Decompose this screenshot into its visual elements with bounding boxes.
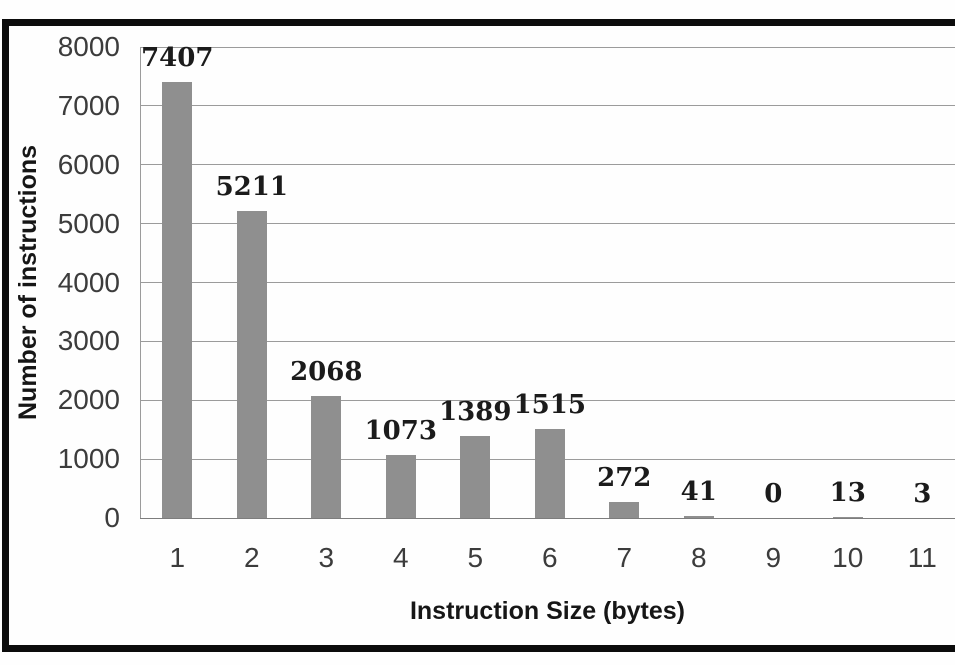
y-axis-line [140, 47, 141, 518]
bar-value-label: 3 [913, 478, 932, 509]
y-axis-tick-label: 7000 [57, 89, 120, 121]
x-axis-tick-label: 3 [318, 542, 335, 573]
bar-value-label: 2068 [290, 357, 363, 388]
x-axis-tick-label: 6 [541, 542, 558, 573]
gridline [140, 46, 955, 48]
bar [236, 211, 267, 518]
x-axis-tick-label: 2 [243, 542, 260, 573]
bar-value-label: 7407 [141, 42, 214, 73]
y-axis-tick-label: 6000 [57, 148, 120, 180]
y-axis-tick-label: 4000 [57, 266, 120, 298]
bar [609, 501, 640, 518]
bar [162, 81, 193, 518]
x-axis-title: Instruction Size (bytes) [409, 597, 686, 625]
bar [832, 517, 863, 518]
bar-value-label: 13 [829, 478, 866, 509]
y-axis-tick-label: 1000 [57, 443, 120, 475]
gridline [140, 105, 955, 107]
gridline [140, 282, 955, 283]
x-axis-tick-label: 1 [169, 542, 186, 573]
gridline [140, 399, 955, 401]
gridline [140, 223, 955, 225]
y-axis-tick-label: 8000 [57, 31, 120, 62]
bar [534, 428, 565, 518]
bar-value-label: 41 [680, 476, 717, 507]
x-axis-tick-label: 10 [832, 542, 864, 573]
bar-value-label: 272 [597, 462, 652, 493]
bar [385, 454, 416, 518]
bar-value-label: 1389 [439, 397, 512, 428]
gridline [140, 340, 955, 342]
chart-frame [2, 19, 955, 652]
bar-value-label: 1073 [364, 415, 437, 446]
x-axis-tick-label: 7 [616, 542, 633, 573]
y-axis-tick-label: 2000 [57, 384, 120, 416]
x-axis-tick-label: 8 [690, 542, 707, 573]
bar-value-label: 5211 [215, 172, 288, 203]
gridline [140, 164, 955, 166]
x-axis-tick-label: 9 [765, 542, 782, 573]
bar-value-label: 1515 [513, 389, 586, 420]
gridline [140, 517, 955, 519]
bar [460, 436, 491, 518]
y-axis-tick-label: 0 [104, 502, 120, 533]
bar [683, 515, 714, 518]
y-axis-tick-label: 5000 [57, 207, 120, 239]
bar [311, 396, 342, 518]
x-axis-tick-label: 11 [907, 542, 937, 573]
x-axis-tick-label: 5 [467, 542, 484, 573]
bar-value-label: 0 [764, 479, 783, 509]
y-axis-tick-label: 3000 [57, 325, 120, 357]
x-axis-tick-label: 4 [392, 542, 409, 573]
